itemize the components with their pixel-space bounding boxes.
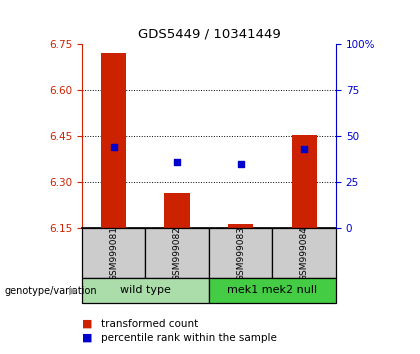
Title: GDS5449 / 10341449: GDS5449 / 10341449 (138, 27, 280, 40)
Point (301, 146, 307, 152)
Bar (209, 228, 273, 278)
Text: wild type: wild type (120, 285, 171, 295)
Text: genotype/variation: genotype/variation (4, 286, 97, 296)
Text: ■: ■ (82, 319, 92, 329)
Text: mek1 mek2 null: mek1 mek2 null (227, 285, 318, 295)
Point (237, 161, 244, 167)
Point (110, 144, 117, 150)
Text: ▶: ▶ (69, 286, 78, 296)
Bar (82, 278, 209, 303)
Text: GSM999081: GSM999081 (109, 225, 118, 281)
Point (174, 160, 181, 165)
Bar (273, 228, 336, 278)
Text: GSM999083: GSM999083 (236, 225, 245, 281)
Text: transformed count: transformed count (101, 319, 198, 329)
Bar (209, 278, 336, 303)
Text: GSM999082: GSM999082 (173, 225, 182, 281)
Bar (101, 53, 126, 228)
Bar (145, 228, 209, 278)
Text: percentile rank within the sample: percentile rank within the sample (101, 333, 277, 343)
Bar (291, 135, 317, 228)
Text: ■: ■ (82, 333, 92, 343)
Bar (165, 193, 190, 228)
Text: GSM999084: GSM999084 (300, 225, 309, 281)
Bar (228, 224, 253, 228)
Bar (82, 228, 145, 278)
